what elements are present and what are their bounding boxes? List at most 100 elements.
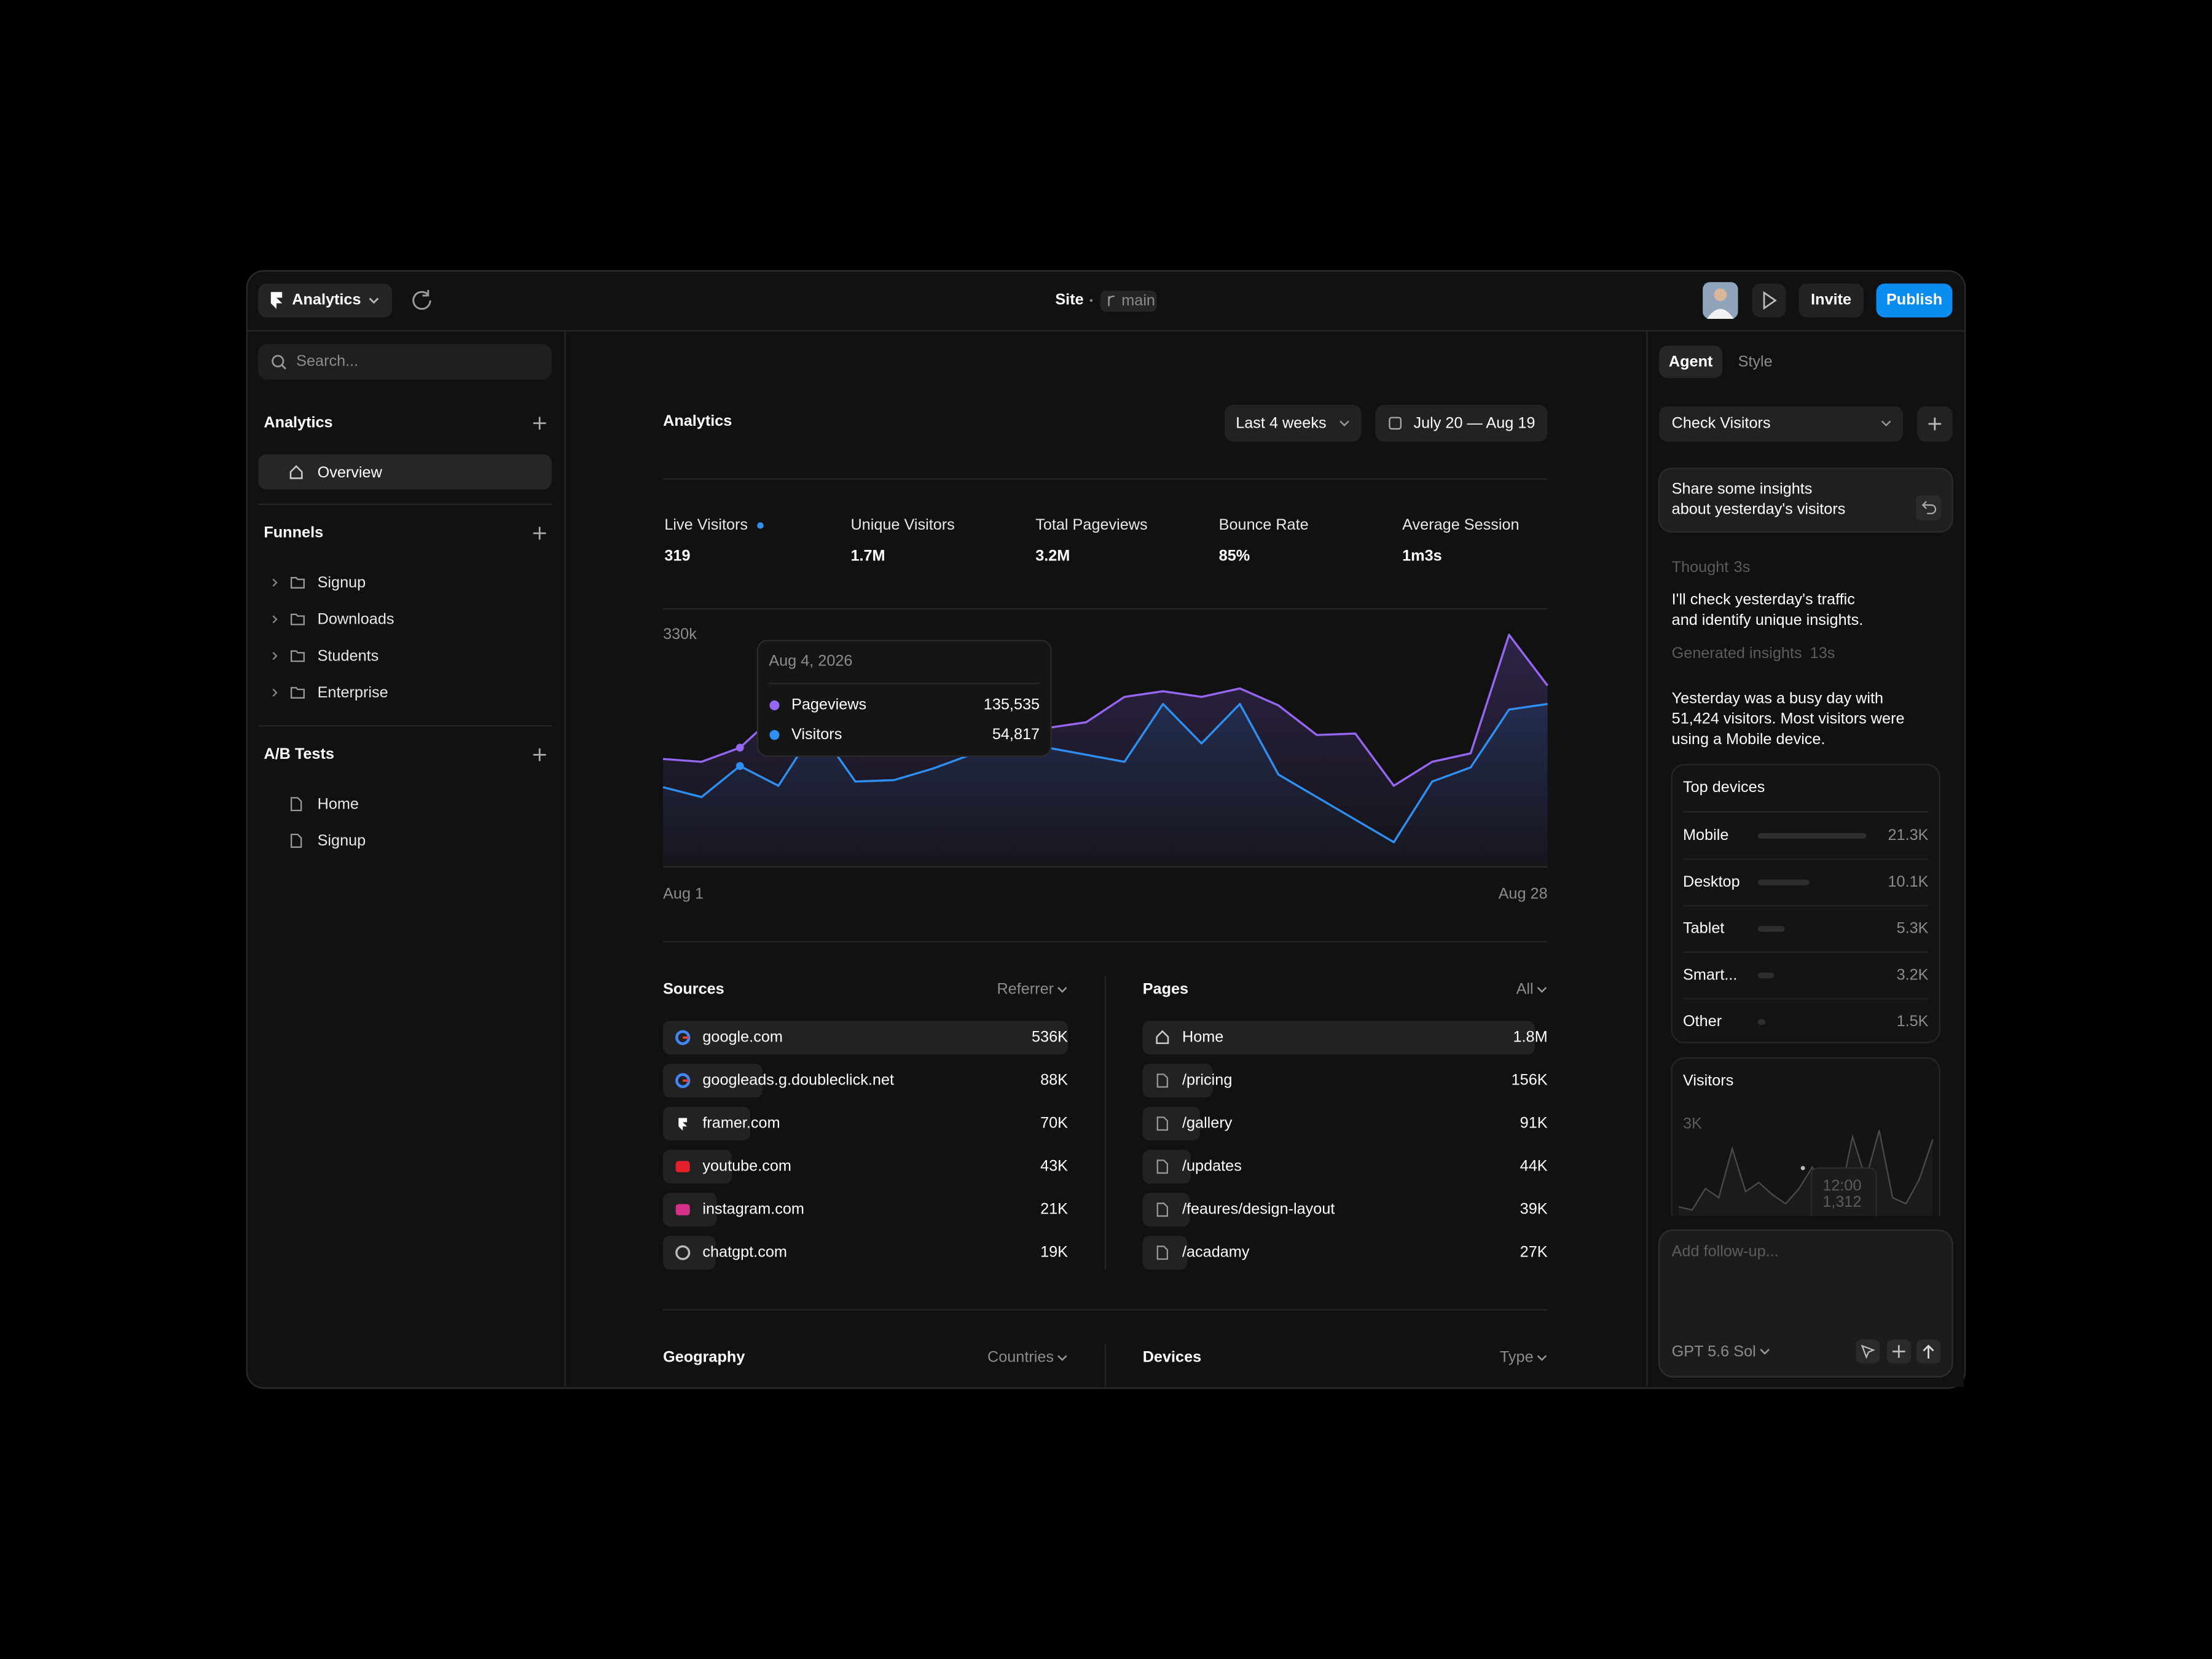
thought-line: and identify unique insights.: [1672, 611, 1864, 629]
model-select[interactable]: GPT 5.6 Sol: [1672, 1343, 1756, 1360]
step-time: 13s: [1810, 645, 1835, 662]
project-name: Analytics: [292, 291, 361, 308]
tooltip-time: 12:00: [1822, 1177, 1861, 1194]
section-filter[interactable]: Countries: [987, 1348, 1054, 1365]
expand-icon[interactable]: [272, 652, 278, 661]
device-value: 21.3K: [1888, 826, 1929, 844]
live-dot: [757, 522, 764, 529]
undo-icon: [1921, 501, 1937, 514]
refresh[interactable]: [412, 289, 431, 310]
summary-line: using a Mobile device.: [1672, 731, 1826, 748]
tooltip-value: 54,817: [992, 726, 1040, 743]
card-title: Visitors: [1683, 1072, 1733, 1089]
chevron: [369, 297, 379, 304]
list-name: /gallery: [1182, 1114, 1233, 1131]
preview-button[interactable]: [1752, 283, 1786, 318]
stat-value: 85%: [1219, 547, 1250, 564]
refresh-icon: [412, 291, 431, 310]
list-bar: [1142, 1064, 1213, 1098]
follow-up-input[interactable]: [1658, 1229, 1953, 1378]
input-action[interactable]: [1856, 1339, 1880, 1364]
list-bar: [663, 1150, 732, 1184]
device-name: Tablet: [1683, 920, 1724, 937]
date-picker[interactable]: [1375, 404, 1548, 442]
section-filter[interactable]: Type: [1500, 1348, 1534, 1365]
add-icon[interactable]: [533, 748, 546, 761]
selected-item[interactable]: [258, 454, 552, 490]
chevron: [1881, 420, 1891, 427]
chevron: [1057, 987, 1067, 993]
nav-item: Overview: [318, 464, 383, 481]
task-name: Check Visitors: [1672, 415, 1771, 432]
task-select[interactable]: [1659, 406, 1904, 442]
tab[interactable]: Style: [1738, 353, 1773, 371]
chevron: [1537, 1355, 1547, 1362]
list-value: 19K: [1040, 1243, 1068, 1260]
hover-point: [735, 743, 744, 752]
range-select[interactable]: [1224, 404, 1362, 442]
play-icon: [1763, 291, 1777, 310]
project-menu[interactable]: Analytics: [258, 283, 393, 318]
folder-icon: [290, 577, 305, 589]
list-value: 1.8M: [1513, 1028, 1547, 1045]
add-icon[interactable]: [533, 417, 546, 430]
logo: [270, 292, 283, 309]
y-tick-label: 330k: [663, 626, 697, 643]
page-icon: [1156, 1202, 1169, 1217]
list-name: youtube.com: [702, 1157, 791, 1174]
agent-panel: Agent Style Check Visitors Share some insig…: [1647, 345, 1964, 1387]
list-name: /acadamy: [1182, 1243, 1250, 1260]
list-name: /updates: [1182, 1157, 1242, 1174]
chevron: [1057, 1355, 1067, 1362]
list-value: 21K: [1040, 1200, 1068, 1217]
list-bar: [1142, 1193, 1190, 1227]
list-value: 88K: [1040, 1071, 1068, 1088]
folder-icon: [290, 613, 305, 626]
list-filter[interactable]: Referrer: [997, 980, 1054, 997]
avatar-face: [1714, 288, 1727, 302]
tab-active[interactable]: [1659, 345, 1723, 378]
stat-label: Bounce Rate: [1219, 516, 1309, 533]
tab: Agent: [1669, 353, 1713, 371]
search-icon: [272, 355, 284, 367]
summary-line: 51,424 visitors. Most visitors were: [1672, 710, 1905, 728]
page-icon: [1156, 1159, 1169, 1174]
add-icon[interactable]: [1928, 417, 1942, 431]
device-name: Other: [1683, 1013, 1722, 1030]
list-filter[interactable]: All: [1516, 980, 1534, 997]
add-icon[interactable]: [1892, 1345, 1905, 1358]
hover-point: [735, 762, 744, 771]
refresh-arrow: [422, 289, 429, 297]
device-value: 10.1K: [1888, 873, 1929, 890]
x-tick-label: Aug 28: [1499, 885, 1548, 902]
search-placeholder: Search...: [296, 353, 358, 370]
list-bar: [663, 1064, 763, 1098]
list-name: framer.com: [702, 1114, 780, 1131]
expand-icon[interactable]: [272, 578, 278, 587]
folder-icon: [290, 650, 305, 662]
undo-button[interactable]: [1915, 495, 1942, 521]
device-value: 1.5K: [1897, 1013, 1929, 1030]
list-bar: [1142, 1021, 1535, 1055]
site-name: Site: [1055, 291, 1083, 308]
invite-button[interactable]: [1798, 283, 1864, 318]
tooltip-value: 1,312: [1822, 1193, 1861, 1210]
expand-icon[interactable]: [272, 688, 278, 697]
source-icon: [675, 1030, 691, 1045]
chevron: [1537, 987, 1547, 993]
page-icon: [1156, 1073, 1169, 1088]
expand-icon[interactable]: [272, 615, 278, 624]
device-bar: [1757, 926, 1785, 932]
list-name: instagram.com: [702, 1200, 804, 1217]
legend-label: Visitors: [791, 726, 842, 743]
stat-value: 1m3s: [1402, 547, 1442, 564]
add-icon[interactable]: [533, 527, 546, 540]
stat-value: 319: [664, 547, 690, 564]
device-bar: [1757, 879, 1810, 885]
tooltip-date: Aug 4, 2026: [769, 652, 852, 669]
project-button[interactable]: [258, 283, 393, 318]
search-box[interactable]: [258, 344, 552, 380]
publish-button[interactable]: [1876, 283, 1953, 318]
step-label: Thought: [1672, 559, 1729, 576]
stat-label: Unique Visitors: [850, 516, 954, 533]
